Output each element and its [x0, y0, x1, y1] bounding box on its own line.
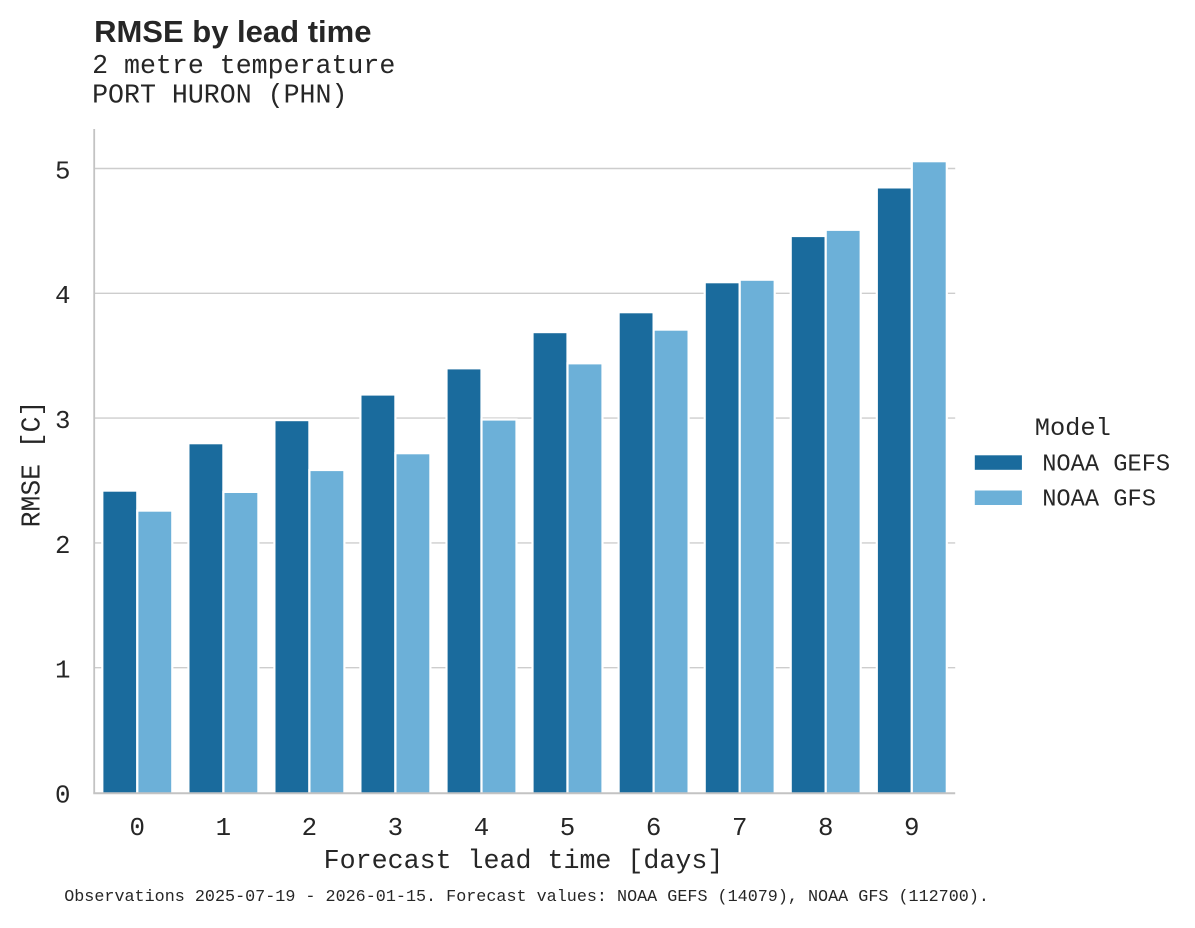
svg-text:1: 1 [55, 657, 70, 686]
svg-text:Forecast lead time [days]: Forecast lead time [days] [324, 847, 724, 877]
svg-text:5: 5 [55, 157, 70, 186]
svg-text:3: 3 [55, 407, 70, 436]
svg-text:2: 2 [55, 532, 70, 561]
svg-text:NOAA GFS: NOAA GFS [1042, 487, 1156, 514]
svg-text:2 metre temperature: 2 metre temperature [92, 51, 395, 81]
svg-text:0: 0 [55, 781, 70, 810]
svg-text:Observations 2025-07-19 - 2026: Observations 2025-07-19 - 2026-01-15. Fo… [64, 888, 989, 907]
svg-text:5: 5 [560, 814, 575, 843]
svg-text:NOAA GEFS: NOAA GEFS [1042, 451, 1170, 478]
svg-text:PORT HURON (PHN): PORT HURON (PHN) [92, 80, 347, 110]
svg-text:6: 6 [646, 814, 661, 843]
svg-text:RMSE [C]: RMSE [C] [18, 401, 48, 528]
svg-text:2: 2 [302, 814, 317, 843]
svg-text:Model: Model [1035, 414, 1111, 443]
svg-text:4: 4 [474, 814, 489, 843]
svg-text:7: 7 [732, 814, 747, 843]
svg-text:4: 4 [55, 282, 70, 311]
svg-text:1: 1 [216, 814, 231, 843]
svg-text:8: 8 [818, 814, 833, 843]
svg-text:3: 3 [388, 814, 403, 843]
svg-text:9: 9 [904, 814, 919, 843]
svg-text:RMSE by lead time: RMSE by lead time [94, 14, 371, 49]
